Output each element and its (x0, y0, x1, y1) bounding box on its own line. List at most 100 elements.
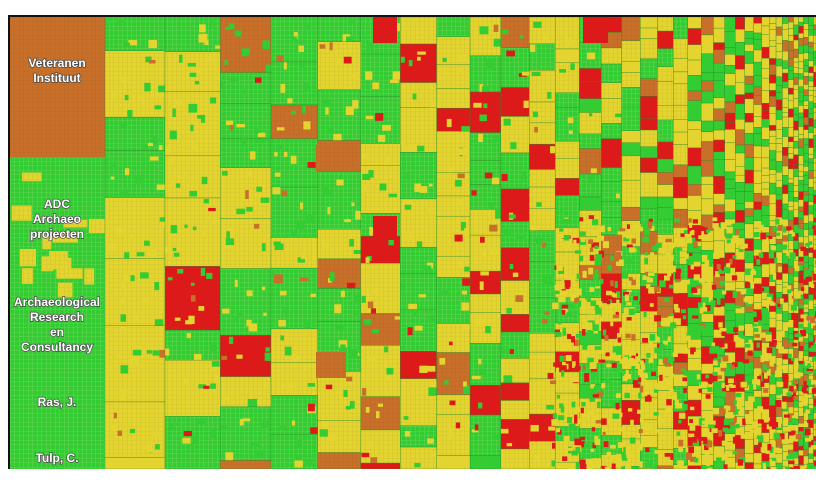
treemap-cell-1960 (805, 242, 810, 247)
treemap-cell-708 (588, 215, 594, 220)
treemap-cell-143 (206, 272, 213, 279)
treemap-cell-1644 (808, 132, 814, 139)
treemap-cell-1583 (803, 215, 809, 224)
treemap-cell-1975 (704, 443, 709, 451)
treemap-cell-1857 (778, 346, 784, 354)
treemap-cell-2415 (713, 252, 720, 259)
treemap-cell-2199 (744, 268, 752, 276)
treemap-cell-1861 (637, 301, 645, 305)
treemap-cell-1653 (808, 194, 814, 202)
treemap-cell-547 (487, 202, 493, 210)
treemap-cell-556 (480, 271, 489, 276)
treemap-cell-2443 (638, 377, 642, 383)
treemap-cell-2632 (807, 363, 811, 368)
treemap-cell-231 (223, 395, 230, 401)
treemap-cell-566 (469, 385, 502, 416)
treemap-cell-1096 (744, 462, 754, 469)
treemap-cell-2391 (648, 286, 655, 294)
treemap-cell-102 (187, 63, 196, 67)
treemap-cell-331 (351, 202, 355, 207)
treemap-cell-2438 (798, 261, 805, 265)
treemap-cell-2270 (774, 436, 782, 442)
treemap-cell-1909 (798, 355, 803, 361)
treemap-cell-2544 (691, 436, 697, 443)
treemap-cell-1027 (735, 210, 745, 223)
treemap-cell-271 (290, 231, 299, 238)
treemap-cell-1421 (793, 48, 799, 58)
treemap-cell-807 (657, 30, 674, 49)
treemap-cell-112 (200, 114, 206, 123)
treemap-cell-2647 (765, 334, 772, 342)
treemap-cell-2015 (759, 332, 766, 338)
treemap-cell-157 (183, 377, 189, 384)
treemap-cell-385 (375, 113, 384, 121)
treemap-cell-1512 (798, 206, 804, 213)
treemap-cell-2448 (720, 222, 727, 229)
treemap-cell-1497 (798, 105, 804, 114)
treemap-cell-93 (117, 430, 123, 436)
treemap-cell-2537 (618, 442, 625, 449)
treemap-cell-69 (118, 299, 125, 306)
treemap-cell-13 (63, 219, 88, 228)
treemap-cell-549 (495, 209, 502, 219)
treemap-cell-985 (724, 198, 736, 212)
treemap-cell-2296 (664, 333, 670, 338)
treemap-cell-65 (154, 281, 160, 291)
treemap-cell-1886 (793, 465, 800, 469)
treemap-cell-222 (220, 335, 272, 377)
treemap-cell-518 (463, 381, 467, 387)
treemap-cell-4 (84, 268, 95, 285)
treemap-cell-2642 (760, 232, 767, 240)
treemap-cell-1094 (744, 439, 754, 454)
treemap-cell-2087 (641, 374, 648, 379)
treemap-cell-1402 (788, 364, 794, 374)
treemap-cell-1489 (798, 53, 804, 62)
treemap-cell-1360 (788, 50, 794, 59)
treemap-cell-1373 (788, 147, 794, 154)
treemap-cell-2179 (814, 260, 816, 265)
treemap-cell-1632 (808, 66, 814, 74)
treemap-cell-554 (480, 236, 485, 243)
treemap-cell-1265 (775, 199, 783, 208)
treemap-cell-2215 (670, 242, 675, 249)
treemap-cell-834 (657, 465, 674, 469)
treemap-cell-2135 (599, 225, 606, 233)
treemap-cell-490 (446, 118, 452, 128)
treemap-cell-402 (360, 262, 401, 314)
treemap-cell-609 (500, 400, 530, 420)
treemap-cell-1882 (595, 309, 602, 315)
treemap-cell-1420 (793, 39, 799, 50)
treemap-cell-2613 (649, 303, 654, 307)
treemap-cell-1564 (803, 95, 809, 102)
treemap-cell-122 (175, 183, 181, 188)
treemap-cell-516 (439, 358, 446, 365)
treemap-cell-636 (536, 237, 542, 245)
treemap-cell-818 (657, 207, 674, 220)
treemap-cell-2659 (596, 401, 601, 409)
treemap-cell-118 (188, 103, 198, 113)
treemap-cell-493 (448, 166, 453, 173)
treemap-cell-2576 (673, 237, 678, 243)
treemap-cell-2235 (733, 400, 737, 405)
treemap-cell-97 (198, 33, 208, 43)
treemap-cell-6 (21, 268, 34, 284)
treemap-cell-95 (164, 17, 221, 52)
treemap-cell-2174 (642, 275, 647, 280)
treemap-cell-2426 (561, 282, 565, 290)
treemap-cell-1645 (808, 138, 814, 148)
treemap-cell-2078 (684, 253, 689, 259)
treemap-cell-2101 (769, 302, 776, 306)
treemap-cell-2038 (572, 361, 576, 368)
treemap-cell-873 (687, 129, 702, 149)
treemap-cell-323 (345, 106, 354, 116)
treemap-cell-2354 (637, 447, 643, 451)
treemap-cell-1363 (788, 70, 794, 80)
treemap-cell-502 (454, 234, 463, 242)
treemap-cell-2063 (686, 257, 693, 264)
treemap-cell-1364 (788, 79, 794, 89)
treemap-cell-942 (713, 139, 725, 152)
treemap-cell-1650 (808, 170, 814, 179)
treemap-cell-936 (713, 72, 725, 81)
treemap-cell-1852 (578, 441, 585, 448)
treemap-cell-2622 (566, 241, 572, 248)
